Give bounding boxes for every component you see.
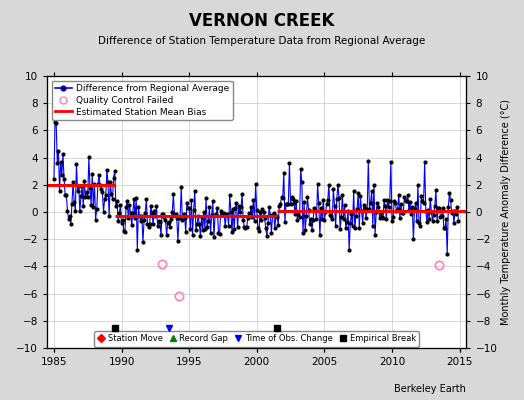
Text: Berkeley Earth: Berkeley Earth — [395, 384, 466, 394]
Text: VERNON CREEK: VERNON CREEK — [189, 12, 335, 30]
Text: Difference of Station Temperature Data from Regional Average: Difference of Station Temperature Data f… — [99, 36, 425, 46]
Y-axis label: Monthly Temperature Anomaly Difference (°C): Monthly Temperature Anomaly Difference (… — [501, 99, 511, 325]
Legend: Station Move, Record Gap, Time of Obs. Change, Empirical Break: Station Move, Record Gap, Time of Obs. C… — [94, 331, 419, 346]
